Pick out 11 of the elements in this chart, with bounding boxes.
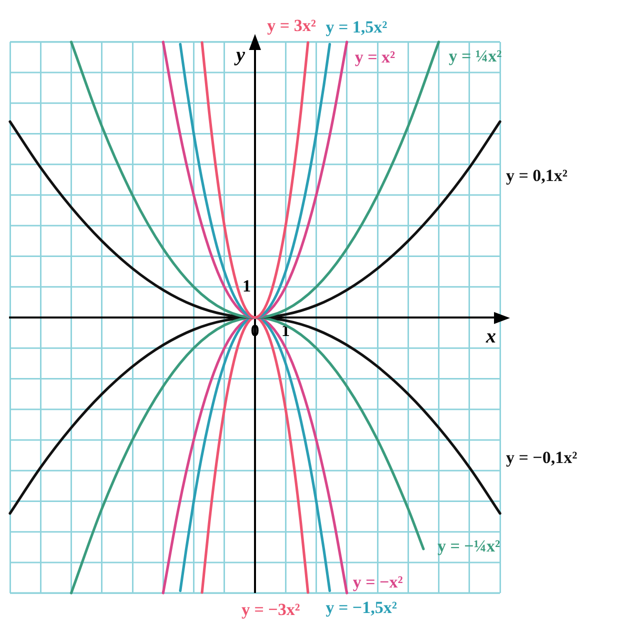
series-label: y = x² [354, 47, 396, 66]
series-label: y = −3x² [241, 600, 300, 619]
series-label: y = 1,5x² [326, 18, 388, 37]
series-label: y = −0,1x² [506, 448, 578, 467]
x-axis-title: x [485, 326, 496, 348]
series-label: y = 3x² [267, 16, 316, 35]
series-label: y = 0,1x² [506, 166, 568, 186]
y-axis-title: y [234, 44, 246, 66]
annotation: 1 [242, 276, 251, 296]
series-label: y = −x² [352, 572, 403, 592]
series-label: y = −1,5x² [326, 598, 397, 618]
